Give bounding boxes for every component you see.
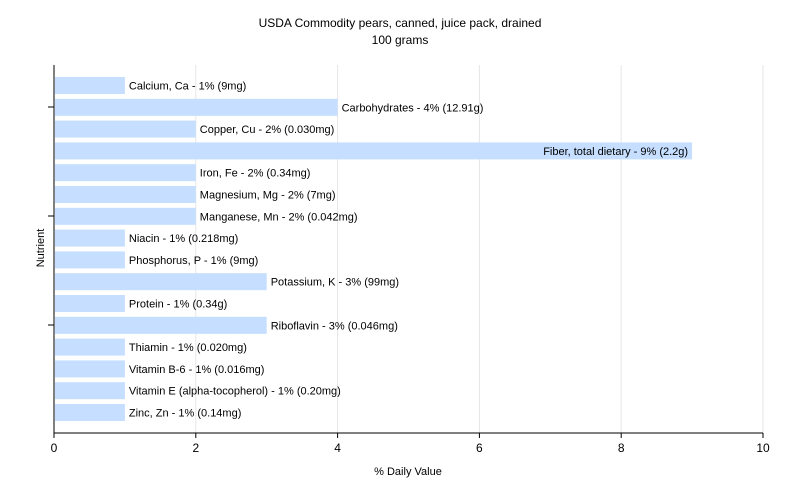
y-axis-title: Nutrient	[35, 228, 47, 268]
bar	[55, 98, 338, 116]
bar-label: Riboflavin - 3% (0.046mg)	[271, 320, 398, 332]
x-tick-label: 10	[756, 441, 770, 455]
chart-title: USDA Commodity pears, canned, juice pack…	[258, 16, 542, 30]
bar	[55, 404, 125, 421]
bar-label: Potassium, K - 3% (99mg)	[271, 277, 399, 289]
bar-label: Niacin - 1% (0.218mg)	[129, 233, 238, 245]
x-tick-label: 4	[334, 441, 341, 455]
bar-label: Manganese, Mn - 2% (0.042mg)	[200, 211, 358, 223]
x-axis-title: % Daily Value	[374, 466, 442, 478]
bar-label: Protein - 1% (0.34g)	[129, 299, 227, 311]
bar-label: Fiber, total dietary - 9% (2.2g)	[543, 146, 688, 158]
bar	[55, 120, 196, 138]
chart-subtitle: 100 grams	[371, 33, 429, 47]
bar	[55, 207, 196, 225]
bar	[55, 273, 267, 291]
bar-label: Copper, Cu - 2% (0.030mg)	[200, 124, 335, 136]
bar-label: Zinc, Zn - 1% (0.14mg)	[129, 408, 241, 420]
bar	[55, 382, 125, 400]
bar-label: Vitamin B-6 - 1% (0.016mg)	[129, 364, 265, 376]
bar	[55, 295, 125, 312]
x-tick-label: 0	[51, 441, 58, 455]
bar-label: Phosphorus, P - 1% (9mg)	[129, 255, 258, 267]
bar	[55, 251, 125, 269]
x-tick-label: 8	[618, 441, 625, 455]
bar	[55, 77, 125, 94]
bar-label: Thiamin - 1% (0.020mg)	[129, 342, 247, 354]
bar	[55, 338, 125, 356]
bar-label: Vitamin E (alpha-tocopherol) - 1% (0.20m…	[129, 386, 341, 398]
bar	[55, 360, 125, 378]
bar-label: Carbohydrates - 4% (12.91g)	[342, 102, 484, 114]
bar	[55, 229, 125, 247]
bar	[55, 186, 196, 203]
x-tick-label: 6	[476, 441, 483, 455]
bar-label: Magnesium, Mg - 2% (7mg)	[200, 190, 336, 202]
x-tick-label: 2	[192, 441, 199, 455]
bar	[55, 316, 267, 334]
bar	[55, 164, 196, 182]
bar-label: Iron, Fe - 2% (0.34mg)	[200, 168, 311, 180]
bar	[55, 142, 693, 160]
bar-label: Calcium, Ca - 1% (9mg)	[129, 81, 246, 93]
